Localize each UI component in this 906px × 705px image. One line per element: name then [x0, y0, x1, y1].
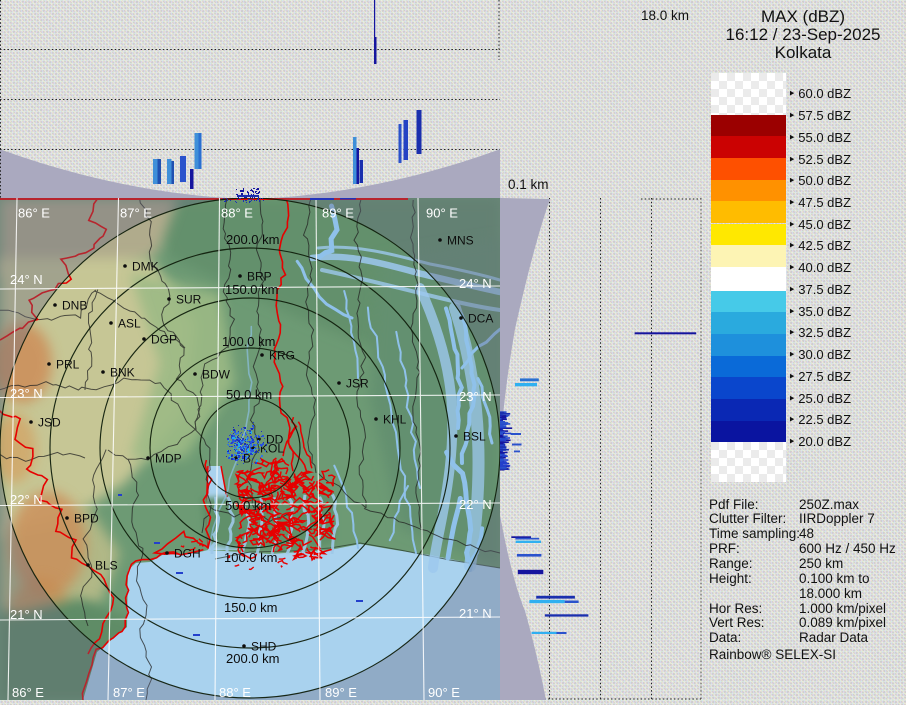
- svg-text:KRG: KRG: [269, 349, 295, 363]
- svg-text:DD: DD: [266, 433, 284, 447]
- svg-text:200.0 km: 200.0 km: [226, 651, 279, 666]
- svg-text:DCA: DCA: [468, 312, 493, 326]
- svg-text:150.0 km: 150.0 km: [225, 282, 278, 297]
- svg-text:23° N: 23° N: [10, 386, 43, 401]
- svg-text:BDW: BDW: [202, 368, 231, 382]
- svg-text:23° N: 23° N: [459, 389, 492, 404]
- svg-text:BRP: BRP: [247, 270, 272, 284]
- svg-text:100.0 km: 100.0 km: [224, 550, 277, 565]
- svg-text:22° N: 22° N: [459, 497, 492, 512]
- svg-text:DGP: DGP: [151, 333, 177, 347]
- svg-text:22° N: 22° N: [10, 492, 43, 507]
- svg-text:21° N: 21° N: [459, 606, 492, 621]
- svg-text:SHD: SHD: [251, 640, 277, 654]
- svg-text:B: B: [243, 452, 251, 466]
- svg-text:BLS: BLS: [95, 559, 118, 573]
- svg-text:86° E: 86° E: [12, 685, 44, 700]
- svg-text:50.0 km: 50.0 km: [225, 498, 271, 513]
- svg-text:BSL: BSL: [463, 430, 486, 444]
- svg-text:24° N: 24° N: [459, 276, 492, 291]
- svg-text:88° E: 88° E: [219, 685, 251, 700]
- svg-text:86° E: 86° E: [18, 206, 50, 221]
- svg-text:JSR: JSR: [346, 377, 369, 391]
- svg-text:PRL: PRL: [56, 358, 80, 372]
- svg-text:88° E: 88° E: [221, 206, 253, 221]
- svg-text:MDP: MDP: [155, 452, 182, 466]
- svg-text:200.0 km: 200.0 km: [226, 232, 279, 247]
- svg-text:150.0 km: 150.0 km: [224, 600, 277, 615]
- svg-text:87° E: 87° E: [120, 206, 152, 221]
- svg-text:MNS: MNS: [447, 234, 474, 248]
- svg-text:JSD: JSD: [38, 416, 61, 430]
- svg-text:89° E: 89° E: [325, 685, 357, 700]
- svg-text:DGH: DGH: [174, 547, 201, 561]
- svg-text:DMK: DMK: [132, 260, 159, 274]
- svg-text:89° E: 89° E: [322, 206, 354, 221]
- svg-text:87° E: 87° E: [113, 685, 145, 700]
- svg-text:100.0 km: 100.0 km: [222, 334, 275, 349]
- svg-text:SUR: SUR: [176, 293, 202, 307]
- svg-text:DNB: DNB: [62, 299, 87, 313]
- svg-text:50.0 km: 50.0 km: [226, 387, 272, 402]
- svg-text:BPD: BPD: [74, 512, 99, 526]
- svg-text:ASL: ASL: [118, 317, 141, 331]
- svg-text:90° E: 90° E: [426, 206, 458, 221]
- svg-text:21° N: 21° N: [10, 607, 43, 622]
- svg-text:24° N: 24° N: [10, 272, 43, 287]
- svg-text:BNK: BNK: [110, 366, 135, 380]
- svg-text:KHL: KHL: [383, 413, 407, 427]
- svg-text:90° E: 90° E: [428, 685, 460, 700]
